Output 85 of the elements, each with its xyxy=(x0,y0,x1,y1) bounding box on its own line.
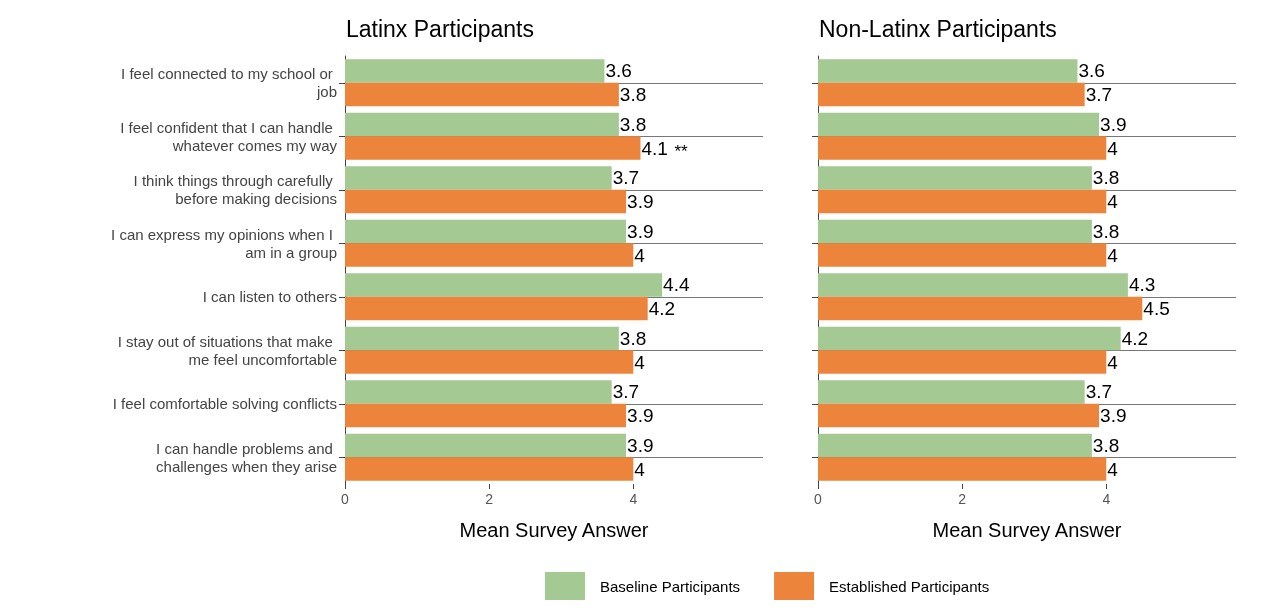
chart-title: Non-Latinx Participants xyxy=(819,15,1057,42)
data-label: 3.6 xyxy=(1078,60,1105,82)
bar xyxy=(818,189,1107,214)
bar xyxy=(818,59,1078,83)
data-label: 4.4 xyxy=(663,274,690,296)
bar xyxy=(345,433,627,458)
bar xyxy=(818,403,1100,428)
data-label: 3.6 xyxy=(605,60,632,82)
data-label: 3.9 xyxy=(627,405,654,427)
bar xyxy=(818,136,1107,160)
x-tick-label: 0 xyxy=(814,491,823,507)
bar xyxy=(818,219,1092,244)
data-label: 4 xyxy=(634,351,646,373)
data-label: 4.1 xyxy=(641,137,668,159)
bar xyxy=(345,326,619,351)
data-label: 3.7 xyxy=(1085,84,1113,106)
bar xyxy=(818,112,1100,137)
bar xyxy=(818,243,1107,267)
bar xyxy=(818,326,1121,351)
x-tick-label: 4 xyxy=(1102,491,1111,507)
data-label: 3.8 xyxy=(619,327,647,349)
chart-title: Latinx Participants xyxy=(346,15,534,42)
bar xyxy=(818,457,1107,481)
data-label: 3.8 xyxy=(619,113,647,135)
bar xyxy=(345,350,634,374)
bar xyxy=(818,433,1092,458)
bar xyxy=(818,380,1085,404)
bar xyxy=(818,296,1143,321)
y-tick-label: I can handle problems and challenges when they arise xyxy=(156,439,337,475)
x-axis-title: Mean Survey Answer xyxy=(932,519,1122,541)
x-tick-label: 2 xyxy=(485,491,494,507)
y-tick-label: I can listen to others xyxy=(202,288,337,306)
data-label: 4.3 xyxy=(1128,274,1156,296)
bar xyxy=(345,136,641,160)
data-label: 3.8 xyxy=(1092,220,1120,242)
data-label: 4.5 xyxy=(1143,298,1170,320)
bar xyxy=(345,112,619,137)
bar xyxy=(345,219,627,244)
y-tick-label: I think things through carefully before making decisions xyxy=(133,172,337,208)
x-tick-label: 0 xyxy=(341,491,350,507)
data-label: 3.9 xyxy=(627,434,654,456)
data-label: 4.2 xyxy=(1121,327,1149,349)
data-label: 4 xyxy=(1107,458,1119,480)
data-label: 3.8 xyxy=(619,84,647,106)
bar xyxy=(818,273,1128,297)
data-label: 3.8 xyxy=(1092,434,1120,456)
data-label: 4 xyxy=(634,458,646,480)
bar xyxy=(345,59,605,83)
data-label: 3.9 xyxy=(627,220,654,242)
bar xyxy=(818,82,1085,107)
bar xyxy=(345,166,612,190)
data-label: 4 xyxy=(1107,351,1119,373)
legend-label: Established Participants xyxy=(829,577,990,595)
y-tick-label: I stay out of situations that make me feel uncomfortable xyxy=(117,332,337,368)
bar xyxy=(345,296,648,321)
data-label: 3.9 xyxy=(627,191,654,213)
bar xyxy=(345,82,619,107)
y-tick-label: I feel connected to my school or job xyxy=(121,65,337,101)
data-label: 3.7 xyxy=(612,167,640,189)
y-tick-label: I feel confident that I can handle whatever comes my way xyxy=(120,118,338,154)
annotation: ** xyxy=(674,141,689,161)
bar xyxy=(818,350,1107,374)
data-label: 4 xyxy=(1107,191,1119,213)
bar xyxy=(345,189,627,214)
data-label: 4 xyxy=(634,244,646,266)
legend-label: Baseline Participants xyxy=(600,577,741,595)
data-label: 3.7 xyxy=(1085,381,1113,403)
x-axis-title: Mean Survey Answer xyxy=(459,519,649,541)
data-label: 3.8 xyxy=(1092,167,1120,189)
data-label: 3.9 xyxy=(1100,113,1127,135)
bar xyxy=(345,380,612,404)
bar xyxy=(345,273,663,297)
data-label: 3.9 xyxy=(1100,405,1127,427)
bar xyxy=(345,457,634,481)
x-tick-label: 4 xyxy=(629,491,638,507)
y-tick-label: I feel comfortable solving conflicts xyxy=(112,395,337,413)
data-label: 4.2 xyxy=(648,298,676,320)
bar xyxy=(818,166,1092,190)
data-label: 4 xyxy=(1107,244,1119,266)
bar xyxy=(345,243,634,267)
data-label: 4 xyxy=(1107,137,1119,159)
y-tick-label: I can express my opinions when I am in a group xyxy=(111,225,337,261)
bar xyxy=(345,403,627,428)
data-label: 3.7 xyxy=(612,381,640,403)
x-tick-label: 2 xyxy=(958,491,967,507)
